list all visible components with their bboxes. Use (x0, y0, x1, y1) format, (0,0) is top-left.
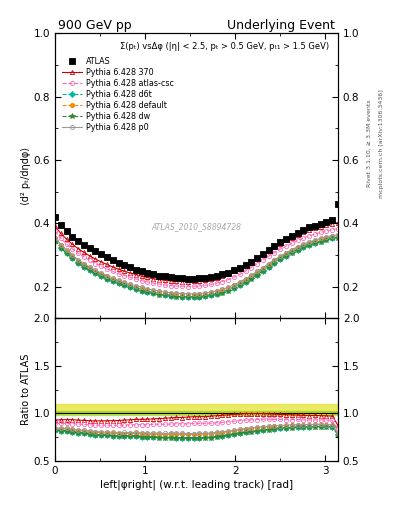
Text: 900 GeV pp: 900 GeV pp (58, 19, 132, 32)
X-axis label: left|φright| (w.r.t. leading track) [rad]: left|φright| (w.r.t. leading track) [rad… (100, 480, 293, 490)
Text: mcplots.cern.ch [arXiv:1306.3436]: mcplots.cern.ch [arXiv:1306.3436] (379, 89, 384, 198)
Text: ATLAS_2010_S8894728: ATLAS_2010_S8894728 (151, 223, 242, 231)
Y-axis label: Ratio to ATLAS: Ratio to ATLAS (21, 354, 31, 425)
Y-axis label: ⟨d² pₜ/dηdφ⟩: ⟨d² pₜ/dηdφ⟩ (21, 147, 31, 205)
Text: Σ(pₜ) vsΔφ (|η| < 2.5, pₜ > 0.5 GeV, pₜ₁ > 1.5 GeV): Σ(pₜ) vsΔφ (|η| < 2.5, pₜ > 0.5 GeV, pₜ₁… (120, 42, 329, 51)
Bar (55, 412, 338, 415)
Legend: ATLAS, Pythia 6.428 370, Pythia 6.428 atlas-csc, Pythia 6.428 d6t, Pythia 6.428 : ATLAS, Pythia 6.428 370, Pythia 6.428 at… (62, 57, 174, 132)
Text: Underlying Event: Underlying Event (227, 19, 335, 32)
Bar (55, 404, 338, 413)
Text: Rivet 3.1.10, ≥ 3.3M events: Rivet 3.1.10, ≥ 3.3M events (367, 99, 372, 187)
